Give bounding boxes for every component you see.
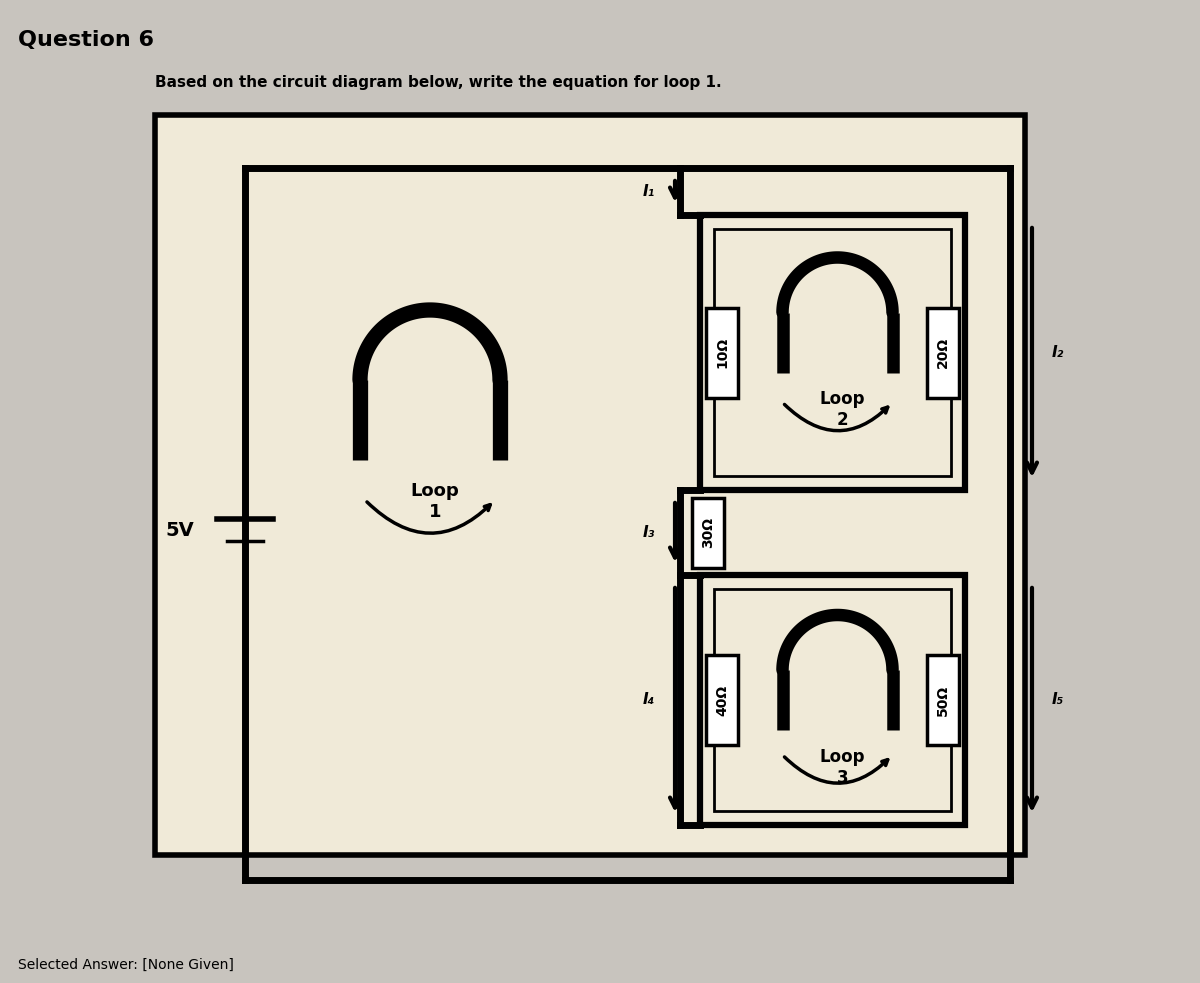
Text: I₁: I₁ (643, 184, 655, 199)
Text: I₂: I₂ (1052, 345, 1064, 360)
FancyBboxPatch shape (928, 655, 959, 745)
Text: 30Ω: 30Ω (701, 517, 715, 548)
FancyBboxPatch shape (928, 308, 959, 397)
FancyBboxPatch shape (706, 655, 738, 745)
Text: Selected Answer: [None Given]: Selected Answer: [None Given] (18, 958, 234, 972)
Text: Question 6: Question 6 (18, 30, 154, 50)
FancyBboxPatch shape (155, 115, 1025, 855)
Text: Loop
3: Loop 3 (820, 748, 865, 786)
Text: I₄: I₄ (643, 692, 655, 708)
Text: Based on the circuit diagram below, write the equation for loop 1.: Based on the circuit diagram below, writ… (155, 75, 721, 90)
Text: I₃: I₃ (643, 525, 655, 540)
Text: Loop
2: Loop 2 (820, 390, 865, 430)
Text: 50Ω: 50Ω (936, 684, 950, 716)
Text: 10Ω: 10Ω (715, 337, 730, 368)
FancyBboxPatch shape (692, 497, 724, 567)
Text: 5V: 5V (166, 521, 194, 540)
Text: I₅: I₅ (1052, 692, 1064, 708)
Text: 40Ω: 40Ω (715, 684, 730, 716)
FancyBboxPatch shape (706, 308, 738, 397)
Text: 20Ω: 20Ω (936, 337, 950, 368)
Text: Loop
1: Loop 1 (410, 482, 460, 521)
